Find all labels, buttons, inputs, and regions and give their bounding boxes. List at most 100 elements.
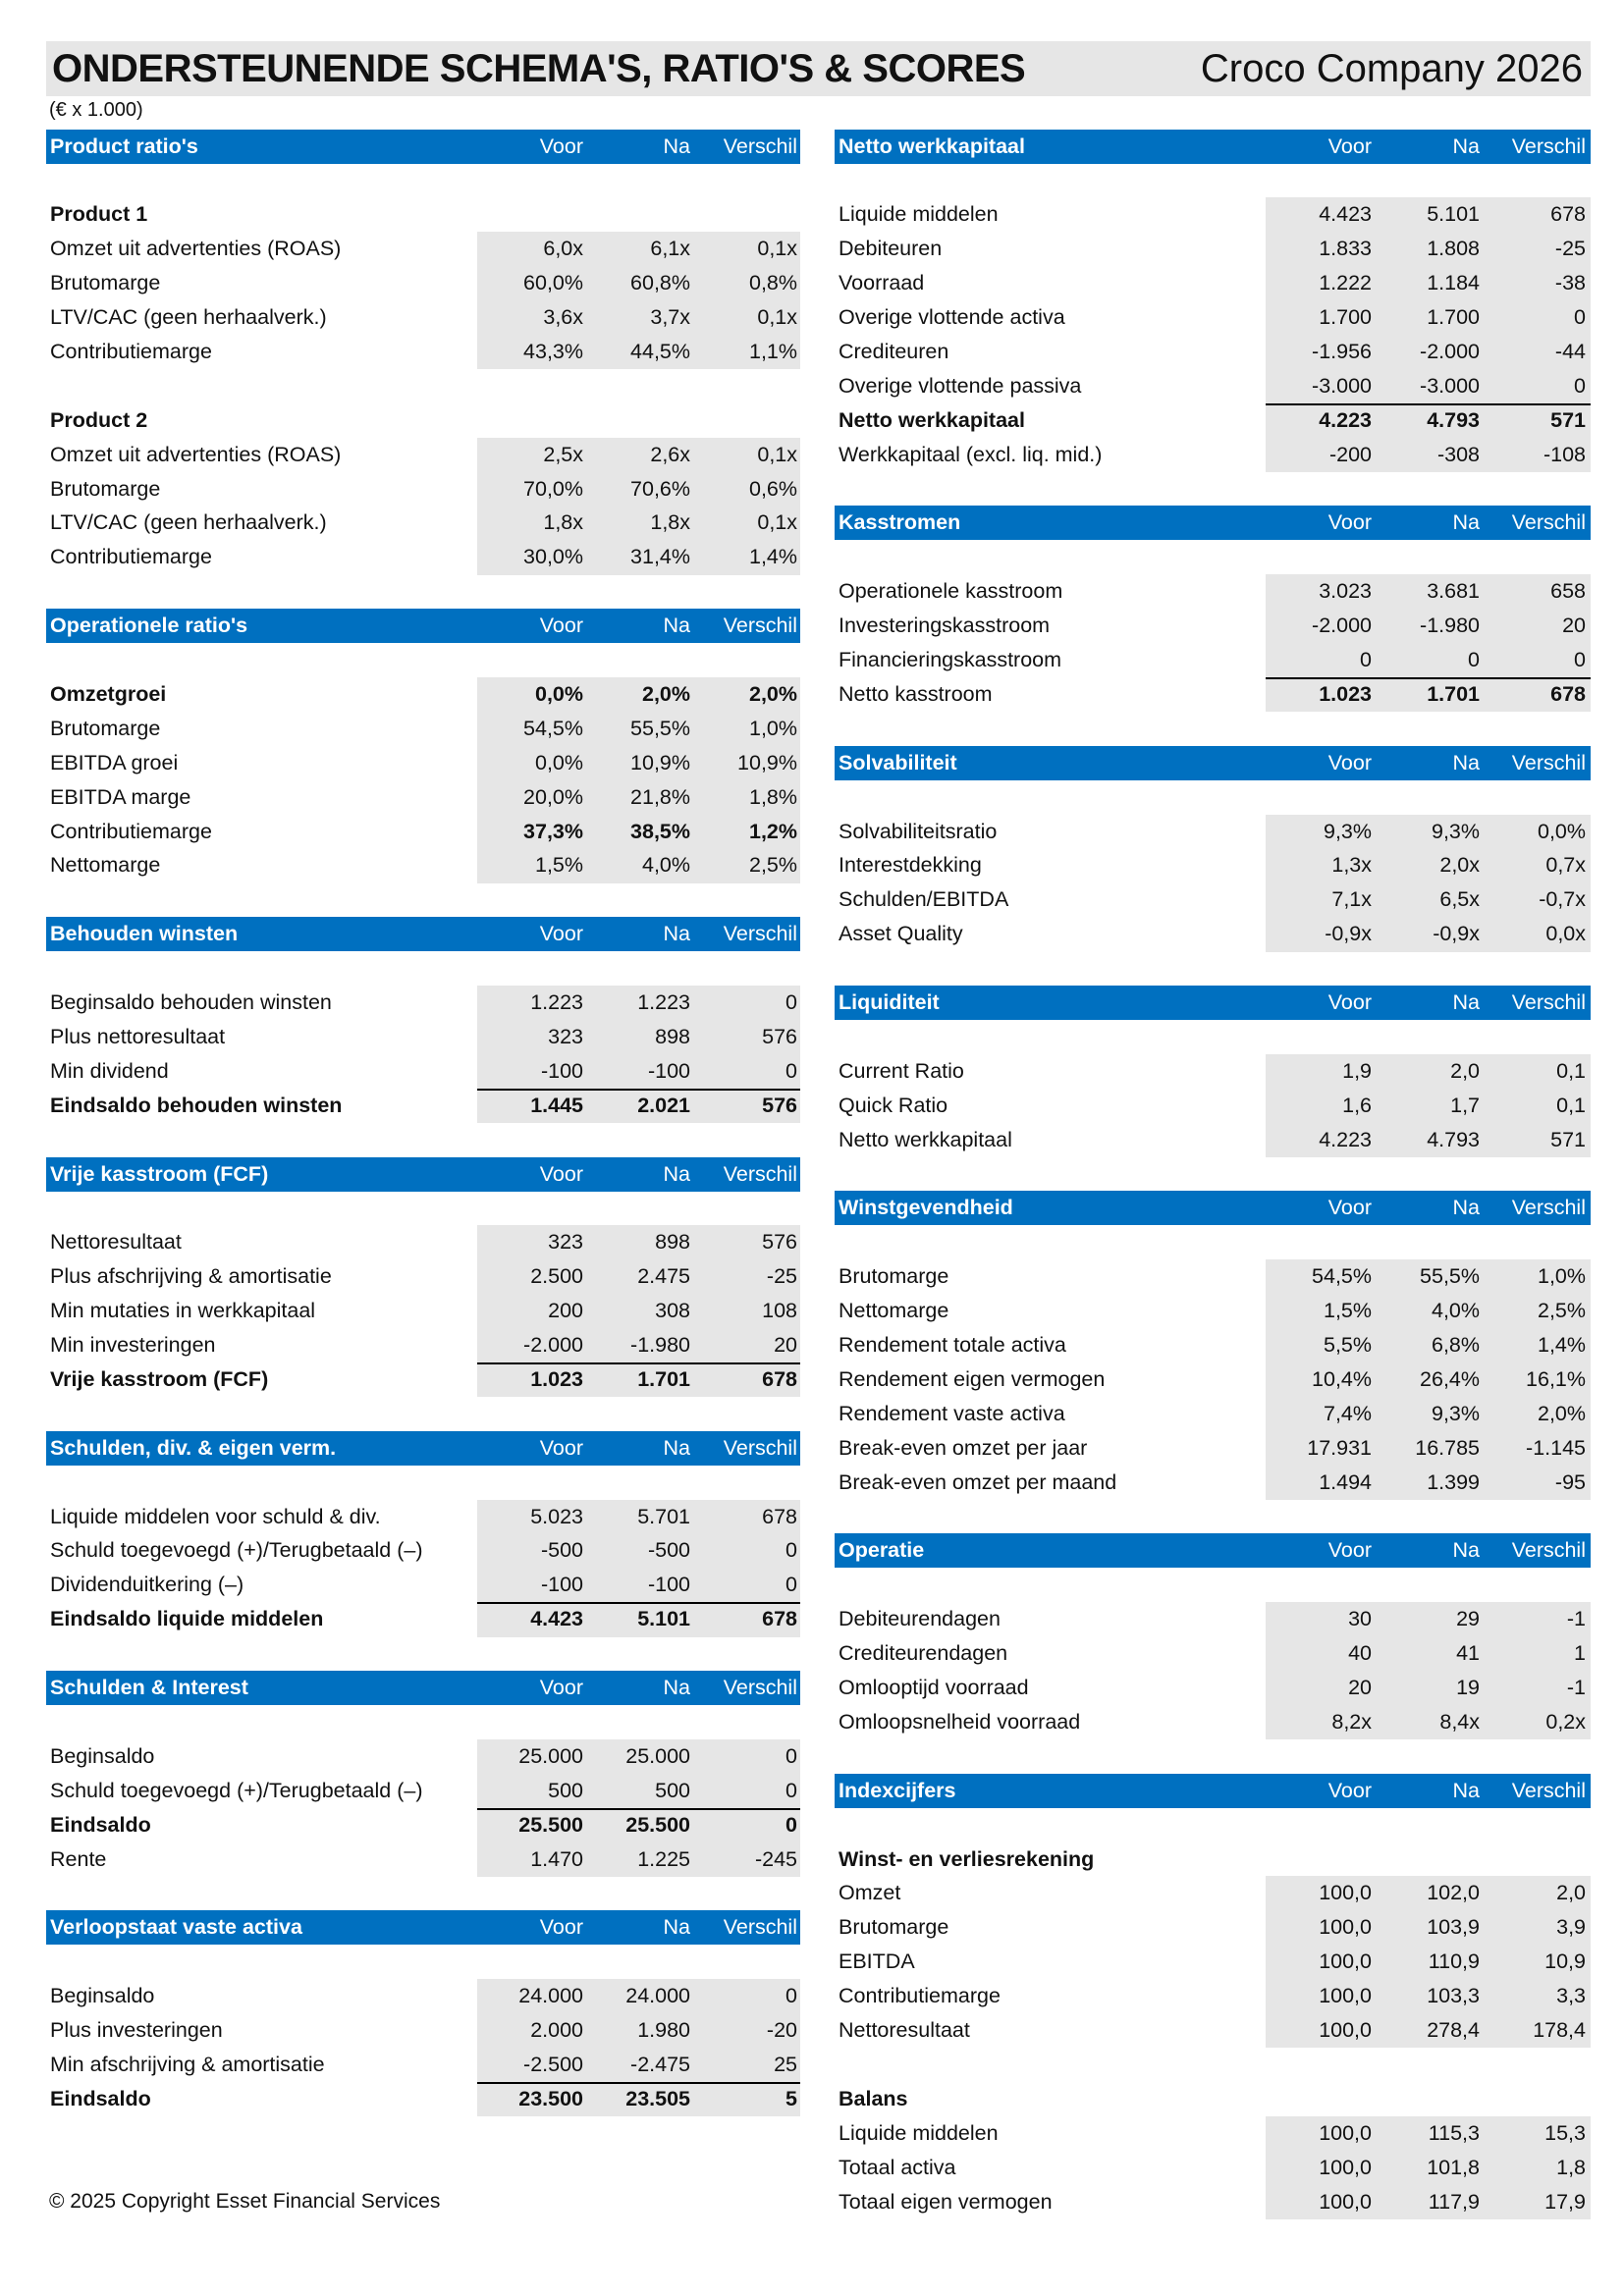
value-shading (477, 2047, 800, 2083)
table-row: Dividenduitkering (–) -100 -100 0 (46, 1568, 800, 1603)
table-row: Liquide middelen 4.423 5.101 678 (835, 197, 1591, 233)
column-header-voor: Voor (539, 133, 583, 158)
row-label: Nettomarge (50, 853, 161, 878)
value-shading (477, 1259, 800, 1295)
value-shading (1266, 1979, 1591, 2014)
table-row: Contributiemarge 37,3% 38,5% 1,2% (46, 814, 800, 849)
column-header-verschil: Verschil (723, 133, 797, 158)
value-na: -308 (1436, 442, 1480, 466)
column-header-voor: Voor (1327, 510, 1372, 535)
row-label: Quick Ratio (839, 1093, 948, 1117)
total-divider (477, 1807, 800, 1810)
table-row: Omzetgroei 0,0% 2,0% 2,0% (46, 676, 800, 713)
value-verschil: 1,4% (1537, 1333, 1586, 1357)
table-row: Werkkapitaal (excl. liq. mid.) -200 -308 -1… (835, 437, 1591, 472)
value-shading (477, 266, 800, 301)
column-header-voor: Voor (539, 614, 583, 638)
section-title: Verloopstaat vaste activa (50, 1915, 302, 1940)
section-header-liquiditeit: Liquiditeit Voor Na Verschil (835, 986, 1591, 1020)
value-shading (1266, 437, 1591, 472)
table-row: Eindsaldo liquide middelen 4.423 5.101 678 (46, 1602, 800, 1637)
row-label: Contributiemarge (50, 819, 212, 843)
value-na: -100 (647, 1573, 690, 1597)
value-verschil: 1,2% (748, 819, 797, 843)
row-label: Omzet uit advertenties (ROAS) (50, 237, 342, 261)
row-label: Rente (50, 1846, 107, 1871)
column-header-verschil: Verschil (723, 922, 797, 946)
row-label: Beginsaldo behouden winsten (50, 990, 332, 1014)
value-voor: 30 (1348, 1607, 1372, 1631)
row-label: Contributiemarge (839, 1984, 1001, 2008)
row-label: Contributiemarge (50, 545, 212, 569)
row-label: Omzet uit advertenties (ROAS) (50, 442, 342, 466)
value-shading (1266, 197, 1591, 233)
value-verschil: 3,9 (1556, 1915, 1586, 1940)
section-title: Operatie (839, 1538, 925, 1563)
column-header-voor: Voor (539, 1915, 583, 1940)
section-header-behouden-winsten: Behouden winsten Voor Na Verschil (46, 917, 800, 952)
row-label: Brutomarge (839, 1915, 949, 1940)
value-voor: 1.023 (1319, 681, 1372, 706)
table-row: Totaal eigen vermogen 100,0 117,9 17,9 (835, 2184, 1591, 2219)
table-row: Min dividend -100 -100 0 (46, 1053, 800, 1090)
column-header-na: Na (1452, 990, 1480, 1014)
value-verschil: 1,8% (748, 784, 797, 809)
value-verschil: 576 (762, 1024, 797, 1048)
value-shading (1266, 814, 1591, 849)
value-na: 898 (655, 1230, 690, 1255)
value-na: 10,9% (630, 750, 690, 774)
section-title: Netto werkkapitaal (839, 133, 1025, 158)
value-na: 102,0 (1427, 1881, 1480, 1905)
row-label: Min mutaties in werkkapitaal (50, 1299, 316, 1323)
section-header-winstgevendheid: Winstgevendheid Voor Na Verschil (835, 1191, 1591, 1226)
row-label: Werkkapitaal (excl. liq. mid.) (839, 442, 1103, 466)
table-row: Schuld toegevoegd (+)/Terugbetaald (–) 50… (46, 1773, 800, 1809)
table-row: Operationele kasstroom 3.023 3.681 658 (835, 574, 1591, 610)
copyright: © 2025 Copyright Esset Financial Service… (49, 2189, 441, 2213)
section-title: Liquiditeit (839, 990, 940, 1014)
value-shading (477, 1019, 800, 1055)
row-label: Overige vlottende passiva (839, 373, 1082, 398)
value-na: 103,3 (1427, 1984, 1480, 2008)
row-label: Min afschrijving & amortisatie (50, 2052, 325, 2076)
value-verschil: 0 (785, 1538, 797, 1563)
value-voor: 2.500 (530, 1264, 583, 1289)
value-voor: 100,0 (1319, 1881, 1372, 1905)
value-shading (477, 745, 800, 781)
value-shading (1266, 1396, 1591, 1432)
value-shading (1266, 402, 1591, 439)
row-label: Brutomarge (50, 476, 161, 501)
value-na: 278,4 (1427, 2018, 1480, 2042)
value-shading (477, 1568, 800, 1603)
table-row: Overige vlottende passiva -3.000 -3.000 0 (835, 368, 1591, 404)
row-label: Crediteurendagen (839, 1641, 1008, 1666)
section-title: Kasstromen (839, 510, 961, 535)
table-row: Asset Quality -0,9x -0,9x 0,0x (835, 917, 1591, 952)
value-na: -3.000 (1420, 373, 1480, 398)
value-na: 1,8x (650, 510, 690, 535)
value-verschil: -25 (1554, 237, 1586, 261)
value-voor: -2.000 (1312, 614, 1372, 638)
value-voor: 0 (1360, 648, 1372, 671)
value-na: -1.980 (630, 1333, 690, 1357)
value-shading (477, 232, 800, 267)
group-title-label: Product 2 (50, 407, 148, 432)
row-label: Nettoresultaat (839, 2018, 970, 2042)
value-na: 5.101 (1427, 202, 1480, 227)
value-voor: 5,5% (1323, 1333, 1372, 1357)
value-shading (477, 1294, 800, 1329)
value-verschil: -1.145 (1526, 1435, 1586, 1460)
section-title: Winstgevendheid (839, 1196, 1013, 1220)
value-shading (1266, 1465, 1591, 1500)
value-na: 44,5% (630, 339, 690, 363)
table-row: Omzet uit advertenties (ROAS) 2,5x 2,6x 0,1… (46, 437, 800, 472)
table-row: Eindsaldo 25.500 25.500 0 (46, 1807, 800, 1842)
value-na: 31,4% (630, 545, 690, 569)
value-na: 24.000 (625, 1984, 690, 2008)
value-verschil: 2,5% (748, 853, 797, 878)
value-na: -0,9x (1433, 922, 1480, 946)
value-shading (477, 1225, 800, 1260)
value-na: 2,0% (641, 681, 690, 706)
table-row: Current Ratio 1,9 2,0 0,1 (835, 1053, 1591, 1090)
table-row: Plus investeringen 2.000 1.980 -20 (46, 2013, 800, 2049)
